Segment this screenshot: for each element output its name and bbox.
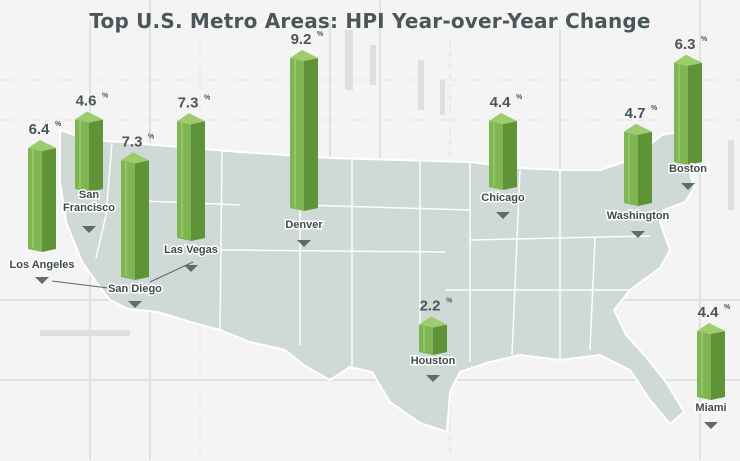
- bar-group-washington: 4.7 % Washington: [605, 105, 671, 238]
- bar-side: [433, 324, 447, 355]
- bar-group-chicago: 4.4 % Chicago: [480, 94, 526, 219]
- pointer-marker: [82, 226, 96, 233]
- bar-top: [624, 123, 652, 135]
- unit-label: %: [317, 31, 324, 38]
- bar-group-denver: 9.2 % Denver: [284, 31, 325, 247]
- category-label: Denver: [285, 219, 323, 231]
- unit-label: %: [651, 105, 658, 112]
- pointer-marker: [184, 265, 198, 272]
- bar-top: [290, 50, 318, 61]
- unit-label: %: [724, 304, 731, 311]
- bar: [624, 131, 638, 206]
- value-label: 4.4: [490, 94, 512, 111]
- category-label: Houston: [411, 355, 456, 367]
- pointer-marker: [681, 183, 695, 190]
- pointer-marker: [704, 422, 718, 429]
- pointer-marker: [496, 212, 510, 219]
- bar-group-san-diego: 7.3 % San Diego: [107, 133, 164, 308]
- bar: [75, 119, 89, 192]
- value-label: 6.4: [29, 121, 51, 138]
- bar-group-houston: 2.2 % Houston: [409, 298, 457, 382]
- bar-top: [419, 316, 447, 328]
- chart-title: Top U.S. Metro Areas: HPI Year-over-Year…: [89, 9, 651, 33]
- value-label: 4.6: [76, 93, 97, 110]
- value-label: 6.3: [675, 36, 696, 53]
- category-label: San Diego: [108, 283, 162, 295]
- bar-group-boston: 6.3 % Boston: [668, 36, 709, 190]
- unit-label: %: [102, 93, 109, 100]
- bar-side: [191, 121, 205, 241]
- pointer-marker: [631, 231, 645, 238]
- unit-label: %: [204, 94, 211, 101]
- unit-label: %: [446, 298, 453, 305]
- value-label: 4.4: [698, 304, 720, 321]
- unit-label: %: [701, 36, 708, 43]
- bar: [674, 62, 688, 165]
- value-label: 4.7: [625, 105, 646, 122]
- value-label: 7.3: [122, 133, 143, 150]
- category-label: Las Vegas: [164, 244, 218, 256]
- category-label: Francisco: [63, 202, 115, 214]
- bar: [489, 121, 503, 190]
- category-label: San: [79, 189, 99, 201]
- bar-side: [42, 148, 56, 252]
- category-label: Los Angeles: [10, 259, 75, 271]
- bar-side: [135, 160, 149, 280]
- bar-group-miami: 4.4 % Miami: [694, 304, 731, 429]
- bar-top: [674, 54, 702, 66]
- bar-top: [28, 140, 56, 151]
- us-map: [59, 129, 695, 433]
- category-label: Miami: [695, 402, 726, 414]
- bar-side: [89, 119, 103, 192]
- value-label: 2.2: [420, 298, 441, 315]
- leader-line: [51, 280, 109, 289]
- pointer-marker: [297, 240, 311, 247]
- category-label: Washington: [607, 210, 670, 222]
- unit-label: %: [55, 121, 62, 128]
- bar-side: [503, 121, 517, 190]
- category-label: Boston: [669, 163, 707, 175]
- bar-side: [711, 331, 725, 400]
- bar: [290, 58, 304, 211]
- pointer-marker: [426, 375, 440, 382]
- bar-side: [638, 131, 652, 206]
- bar: [121, 160, 135, 280]
- bar-top: [75, 111, 103, 123]
- pointer-marker: [35, 277, 49, 284]
- bar-top: [489, 113, 517, 124]
- value-label: 9.2: [291, 31, 312, 48]
- bar-top: [697, 323, 725, 334]
- bar-side: [304, 58, 318, 211]
- pointer-marker: [128, 301, 142, 308]
- unit-label: %: [148, 133, 155, 140]
- unit-label: %: [516, 94, 523, 101]
- bar-side: [688, 62, 702, 165]
- bar-group-los-angeles: 6.4 % Los Angeles: [8, 121, 109, 289]
- bar: [28, 148, 42, 252]
- bar-top: [121, 152, 149, 164]
- bar: [419, 324, 433, 355]
- category-label: Chicago: [481, 192, 525, 204]
- value-label: 7.3: [178, 94, 199, 111]
- bar-group-las-vegas: 7.3 % Las Vegas: [149, 94, 219, 283]
- bar: [697, 331, 711, 400]
- bar-top: [177, 113, 205, 125]
- bar: [177, 121, 191, 241]
